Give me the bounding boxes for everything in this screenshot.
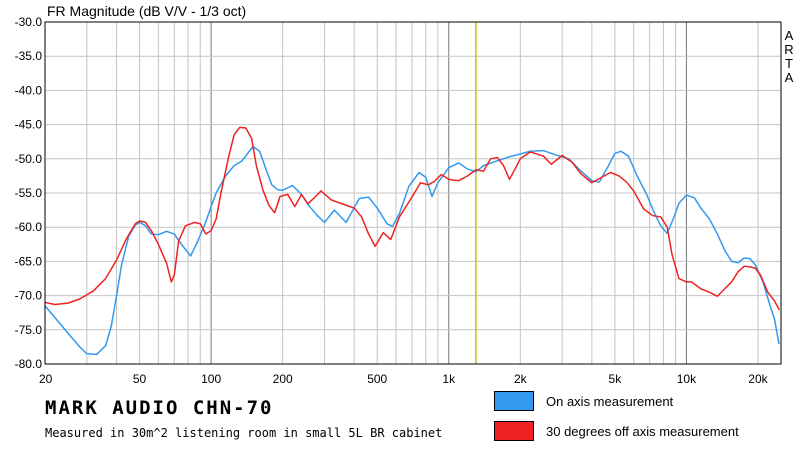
y-tick-label: -50.0 bbox=[15, 152, 43, 166]
y-tick-label: -80.0 bbox=[15, 357, 43, 371]
y-tick-label: -65.0 bbox=[15, 254, 43, 268]
grid bbox=[45, 22, 781, 364]
y-axis-ticks: -30.0 -35.0 -40.0 -45.0 -50.0 -55.0 -60.0 -65.0… bbox=[15, 15, 43, 371]
y-tick-label: -75.0 bbox=[15, 323, 43, 337]
chart-footer-title: MARK AUDIO CHN-70 bbox=[45, 397, 274, 419]
series-group bbox=[44, 126, 780, 356]
watermark-letter: R bbox=[784, 42, 793, 57]
x-tick-label: 2k bbox=[514, 372, 528, 386]
legend-label-off-axis: 30 degrees off axis measurement bbox=[546, 423, 739, 439]
legend-item-off-axis: 30 degrees off axis measurement bbox=[494, 420, 739, 442]
legend-swatch-on-axis bbox=[494, 391, 534, 411]
legend-swatch-off-axis bbox=[494, 421, 534, 441]
y-tick-label: -30.0 bbox=[15, 15, 43, 29]
y-tick-label: -55.0 bbox=[15, 186, 43, 200]
x-tick-label: 10k bbox=[677, 372, 697, 386]
y-tick-label: -70.0 bbox=[15, 289, 43, 303]
x-axis-ticks: 20 50 100 200 500 1k 2k 5k 10k 20k bbox=[39, 372, 769, 386]
watermark-letter: T bbox=[785, 56, 793, 71]
x-tick-label: 200 bbox=[273, 372, 293, 386]
x-tick-label: 100 bbox=[201, 372, 221, 386]
legend-label-on-axis: On axis measurement bbox=[546, 393, 674, 409]
watermark-letter: A bbox=[785, 28, 794, 43]
x-tick-label: 20 bbox=[39, 372, 53, 386]
series-line-on-axis bbox=[44, 145, 780, 356]
x-tick-label: 50 bbox=[133, 372, 147, 386]
y-tick-label: -45.0 bbox=[15, 118, 43, 132]
watermark-letter: A bbox=[785, 70, 794, 85]
x-tick-label: 20k bbox=[748, 372, 768, 386]
series-line-off-axis bbox=[44, 126, 780, 311]
y-tick-label: -35.0 bbox=[15, 49, 43, 63]
y-tick-label: -60.0 bbox=[15, 220, 43, 234]
x-tick-label: 1k bbox=[442, 372, 456, 386]
x-tick-label: 500 bbox=[367, 372, 387, 386]
x-tick-label: 5k bbox=[609, 372, 623, 386]
legend-item-on-axis: On axis measurement bbox=[494, 390, 673, 412]
y-tick-label: -40.0 bbox=[15, 83, 43, 97]
chart-title: FR Magnitude (dB V/V - 1/3 oct) bbox=[47, 3, 246, 19]
chart-footer-subtitle: Measured in 30m^2 listening room in smal… bbox=[45, 426, 443, 440]
plot-frame bbox=[44, 21, 782, 365]
